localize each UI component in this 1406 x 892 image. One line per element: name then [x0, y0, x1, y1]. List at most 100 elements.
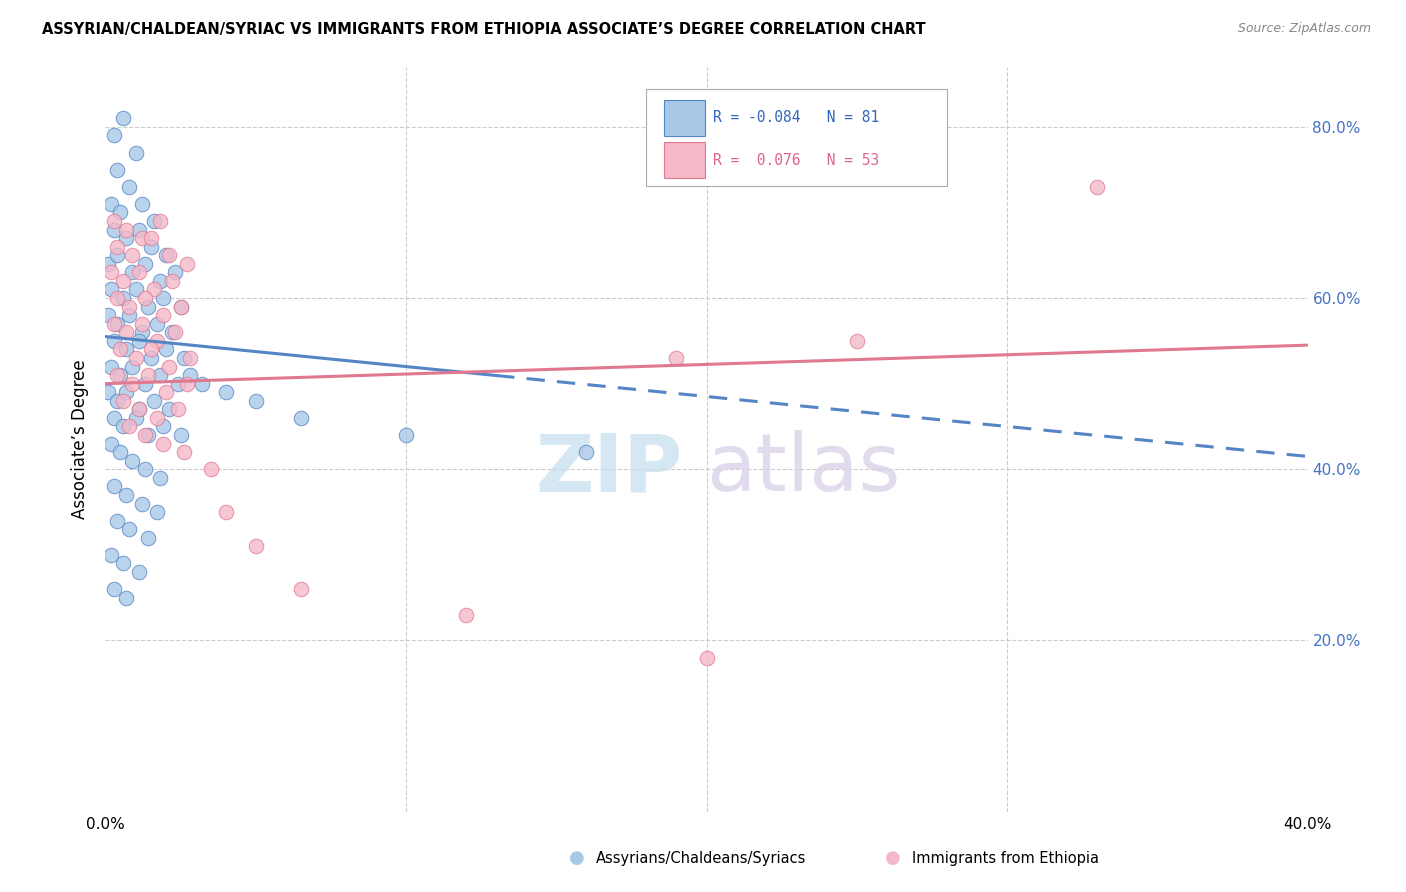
Point — [845, 334, 868, 348]
Point — [121, 359, 143, 374]
Point — [155, 385, 177, 400]
Point — [145, 411, 167, 425]
Text: R =  0.076   N = 53: R = 0.076 N = 53 — [713, 153, 879, 168]
Point — [155, 248, 177, 262]
Point — [103, 334, 125, 348]
Point — [148, 214, 170, 228]
Point — [128, 265, 150, 279]
Point — [103, 479, 125, 493]
FancyBboxPatch shape — [665, 100, 706, 136]
Point — [107, 368, 129, 383]
Point — [139, 240, 162, 254]
Point — [128, 222, 150, 236]
Point — [112, 419, 135, 434]
Point — [179, 351, 201, 365]
Point — [100, 436, 122, 450]
Point — [107, 291, 129, 305]
Point — [136, 368, 159, 383]
Point — [157, 402, 180, 417]
Point — [112, 112, 135, 126]
Point — [124, 283, 146, 297]
Point — [160, 274, 183, 288]
Point — [128, 402, 150, 417]
Point — [142, 283, 165, 297]
Point — [245, 539, 267, 553]
Point — [696, 650, 718, 665]
Point — [107, 317, 129, 331]
Point — [97, 385, 120, 400]
Point — [121, 453, 143, 467]
Point — [100, 197, 122, 211]
Point — [118, 179, 141, 194]
Point — [665, 351, 688, 365]
Point — [103, 582, 125, 596]
Point — [107, 514, 129, 528]
Point — [134, 257, 156, 271]
Point — [152, 436, 174, 450]
Point — [112, 393, 135, 408]
Point — [97, 257, 120, 271]
Point — [128, 402, 150, 417]
Point — [134, 376, 156, 391]
Point — [214, 385, 236, 400]
Point — [115, 488, 138, 502]
Point — [128, 565, 150, 579]
Point — [121, 265, 143, 279]
Point — [118, 419, 141, 434]
Point — [110, 343, 132, 357]
Text: atlas: atlas — [707, 430, 901, 508]
Point — [163, 265, 186, 279]
Point — [136, 300, 159, 314]
Text: ●: ● — [568, 849, 585, 867]
Point — [166, 402, 188, 417]
Point — [115, 222, 138, 236]
Point — [103, 128, 125, 143]
Point — [103, 317, 125, 331]
Point — [110, 205, 132, 219]
Point — [575, 445, 598, 459]
Point — [112, 274, 135, 288]
Point — [131, 231, 153, 245]
Point — [103, 214, 125, 228]
Point — [145, 334, 167, 348]
Point — [139, 231, 162, 245]
Point — [157, 359, 180, 374]
Y-axis label: Associate’s Degree: Associate’s Degree — [72, 359, 90, 519]
Point — [131, 197, 153, 211]
Point — [107, 162, 129, 177]
Point — [124, 411, 146, 425]
Text: Assyrians/Chaldeans/Syriacs: Assyrians/Chaldeans/Syriacs — [596, 851, 807, 865]
Point — [100, 283, 122, 297]
Point — [115, 385, 138, 400]
Point — [145, 317, 167, 331]
Point — [118, 300, 141, 314]
Text: Immigrants from Ethiopia: Immigrants from Ethiopia — [912, 851, 1099, 865]
Point — [160, 326, 183, 340]
Point — [200, 462, 222, 476]
Point — [128, 334, 150, 348]
Point — [148, 274, 170, 288]
Point — [142, 214, 165, 228]
Point — [131, 326, 153, 340]
Text: ●: ● — [884, 849, 901, 867]
Point — [115, 326, 138, 340]
Point — [148, 368, 170, 383]
Point — [131, 317, 153, 331]
Point — [395, 428, 418, 442]
Text: R = -0.084   N = 81: R = -0.084 N = 81 — [713, 111, 879, 126]
Point — [107, 248, 129, 262]
Point — [115, 591, 138, 605]
Point — [173, 445, 195, 459]
Point — [107, 393, 129, 408]
Point — [139, 351, 162, 365]
Point — [136, 531, 159, 545]
Point — [118, 522, 141, 536]
Point — [152, 419, 174, 434]
Point — [124, 351, 146, 365]
Point — [121, 248, 143, 262]
Point — [152, 291, 174, 305]
Point — [121, 376, 143, 391]
Point — [145, 505, 167, 519]
Point — [169, 300, 191, 314]
Point — [112, 291, 135, 305]
